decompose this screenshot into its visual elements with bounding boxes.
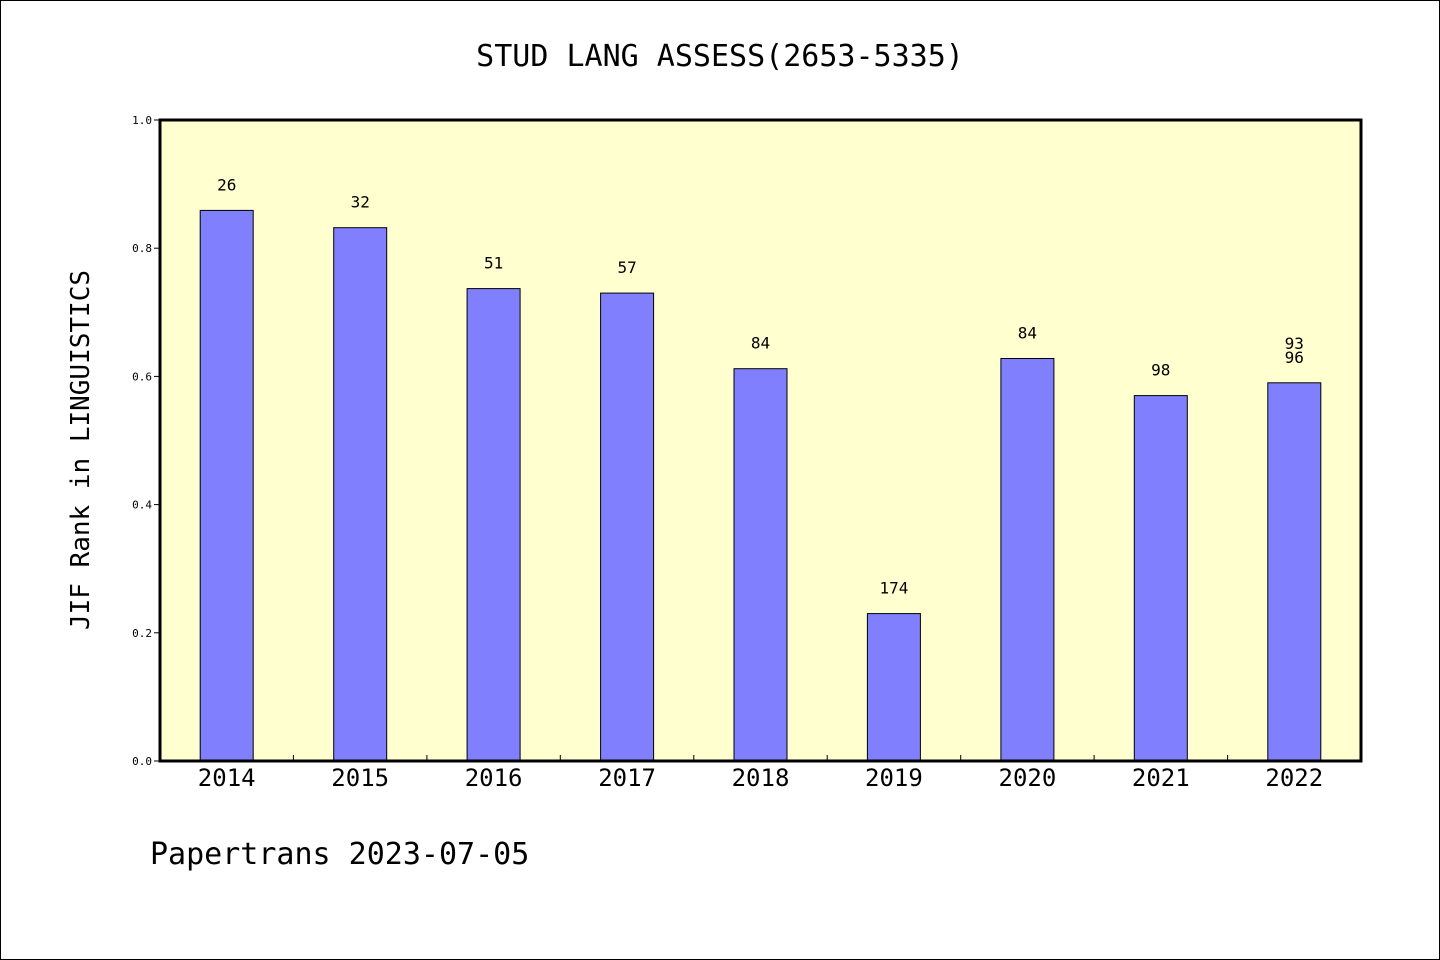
x-tick-label-2017: 2017 [598,764,656,792]
data-label-2020: 84 [1018,324,1037,343]
bar-2022 [1267,382,1322,762]
footer-credit: Papertrans 2023-07-05 [150,837,529,872]
bar-2014 [199,209,254,762]
x-tick-label-2015: 2015 [331,764,389,792]
y-tick-label-0.0: 0.0 [132,755,152,768]
y-tick-label-1.0: 1.0 [132,114,152,127]
data-label-2016: 51 [484,254,503,273]
y-tick-label-0.8: 0.8 [132,242,152,255]
x-tick-label-2020: 2020 [999,764,1057,792]
data-label-2019: 174 [879,579,908,598]
bar-2019 [866,613,921,762]
x-tick-label-2014: 2014 [198,764,256,792]
bar-2015 [333,227,388,762]
data-label-2018: 84 [751,334,770,353]
y-axis-label: JIF Rank in LINGUISTICS [66,270,96,630]
data-label-2017: 57 [617,258,636,277]
y-tick-label-0.6: 0.6 [132,370,152,383]
bar-2018 [733,368,788,762]
bar-2016 [466,288,521,762]
plot-border [158,118,1363,763]
x-axis-ticks: 2014 2015 2016 2017 2018 2019 2020 2021 2022 [198,755,1323,792]
y-tick-label-0.2: 0.2 [132,627,152,640]
chart-title: STUD LANG ASSESS(2653-5335) [476,39,964,74]
data-label-2022-2: 96 [1285,348,1304,367]
bar-2017 [600,292,655,762]
y-axis-ticks: 0.0 0.2 0.4 0.6 0.8 1.0 [132,114,160,768]
bar-2020 [1000,358,1055,762]
x-tick-label-2018: 2018 [732,764,790,792]
bar-2021 [1133,395,1188,762]
x-tick-label-2021: 2021 [1132,764,1190,792]
data-label-2022-1: 93 [1285,334,1304,353]
data-label-2015: 32 [351,193,370,212]
data-label-2014: 26 [217,175,236,194]
bars [199,209,1322,762]
x-tick-label-2022: 2022 [1265,764,1323,792]
x-tick-label-2016: 2016 [465,764,523,792]
data-label-2021: 98 [1151,361,1170,380]
y-tick-label-0.4: 0.4 [132,499,152,512]
x-tick-label-2019: 2019 [865,764,923,792]
